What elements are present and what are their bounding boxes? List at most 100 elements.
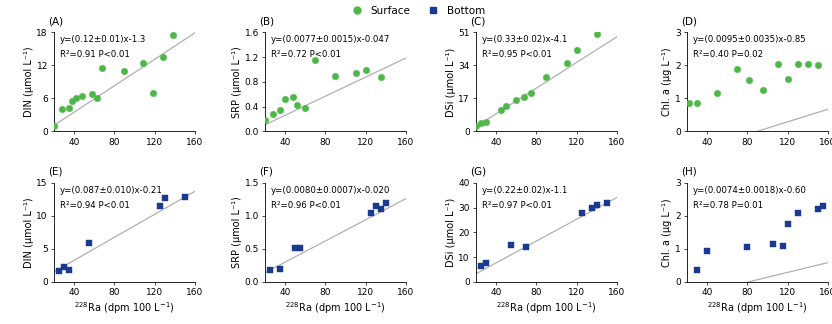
Point bbox=[560, 61, 573, 66]
Text: y=(0.12±0.01)x-1.3: y=(0.12±0.01)x-1.3 bbox=[60, 35, 146, 44]
Point bbox=[701, 248, 714, 253]
Point bbox=[156, 54, 169, 60]
Point bbox=[811, 207, 825, 212]
Point bbox=[56, 107, 69, 112]
Point bbox=[791, 210, 805, 215]
X-axis label: $^{228}$Ra (dpm 100 L$^{-1}$): $^{228}$Ra (dpm 100 L$^{-1}$) bbox=[74, 300, 175, 316]
Point bbox=[264, 267, 277, 272]
Point bbox=[274, 107, 287, 112]
Point bbox=[266, 111, 280, 117]
Text: (C): (C) bbox=[471, 17, 486, 27]
Point bbox=[374, 75, 388, 80]
Point bbox=[755, 87, 769, 93]
Point bbox=[62, 267, 76, 272]
Point bbox=[743, 78, 756, 83]
Point bbox=[86, 91, 99, 97]
Point bbox=[518, 95, 531, 100]
Text: (G): (G) bbox=[471, 167, 487, 177]
Point bbox=[525, 90, 538, 95]
Text: R²=0.97 P<0.01: R²=0.97 P<0.01 bbox=[482, 201, 552, 210]
Point bbox=[91, 96, 104, 101]
Point bbox=[590, 32, 603, 37]
X-axis label: $^{228}$Ra (dpm 100 L$^{-1}$): $^{228}$Ra (dpm 100 L$^{-1}$) bbox=[496, 300, 597, 316]
Point bbox=[136, 60, 149, 65]
Text: R²=0.95 P<0.01: R²=0.95 P<0.01 bbox=[482, 50, 552, 59]
Point bbox=[474, 120, 488, 125]
Point bbox=[776, 243, 790, 248]
Point bbox=[600, 200, 613, 205]
Point bbox=[349, 70, 362, 75]
Text: R²=0.40 P=0.02: R²=0.40 P=0.02 bbox=[693, 50, 763, 59]
X-axis label: $^{228}$Ra (dpm 100 L$^{-1}$): $^{228}$Ra (dpm 100 L$^{-1}$) bbox=[285, 300, 386, 316]
Point bbox=[309, 58, 322, 63]
Point bbox=[766, 241, 780, 247]
Y-axis label: DIN (μmol L⁻¹): DIN (μmol L⁻¹) bbox=[23, 47, 33, 117]
Text: (B): (B) bbox=[260, 17, 275, 27]
Point bbox=[146, 90, 159, 96]
Point bbox=[364, 210, 377, 215]
Point bbox=[691, 101, 704, 106]
Point bbox=[771, 61, 785, 66]
X-axis label: $^{228}$Ra (dpm 100 L$^{-1}$): $^{228}$Ra (dpm 100 L$^{-1}$) bbox=[707, 300, 808, 316]
Point bbox=[286, 95, 300, 100]
Text: y=(0.0080±0.0007)x-0.020: y=(0.0080±0.0007)x-0.020 bbox=[270, 186, 390, 195]
Point bbox=[740, 245, 754, 250]
Point bbox=[166, 32, 180, 38]
Point bbox=[70, 96, 83, 101]
Point bbox=[379, 200, 393, 205]
Point bbox=[479, 119, 493, 124]
Point bbox=[570, 47, 583, 52]
Text: R²=0.78 P=0.01: R²=0.78 P=0.01 bbox=[693, 201, 763, 210]
Y-axis label: DIN (μmol L⁻¹): DIN (μmol L⁻¹) bbox=[23, 197, 33, 268]
Point bbox=[801, 61, 815, 66]
Point bbox=[47, 123, 61, 129]
Text: R²=0.72 P<0.01: R²=0.72 P<0.01 bbox=[270, 50, 341, 59]
Text: y=(0.087±0.010)x-0.21: y=(0.087±0.010)x-0.21 bbox=[60, 186, 162, 195]
Point bbox=[816, 203, 830, 209]
Point bbox=[811, 63, 825, 68]
Point bbox=[369, 203, 382, 209]
Text: (F): (F) bbox=[260, 167, 274, 177]
Point bbox=[153, 203, 166, 209]
Point bbox=[730, 66, 744, 71]
Point bbox=[96, 65, 109, 71]
Point bbox=[575, 210, 588, 215]
Text: (A): (A) bbox=[48, 17, 63, 27]
Text: (D): (D) bbox=[681, 17, 697, 27]
Y-axis label: SRP (μmol L⁻¹): SRP (μmol L⁻¹) bbox=[231, 196, 242, 268]
Point bbox=[52, 268, 66, 273]
Text: R²=0.96 P<0.01: R²=0.96 P<0.01 bbox=[270, 201, 340, 210]
Text: R²=0.91 P<0.01: R²=0.91 P<0.01 bbox=[60, 50, 130, 59]
Point bbox=[691, 268, 704, 273]
Point bbox=[500, 104, 513, 109]
Text: (H): (H) bbox=[681, 167, 697, 177]
Point bbox=[359, 67, 372, 72]
Point bbox=[76, 93, 89, 98]
Text: y=(0.33±0.02)x-4.1: y=(0.33±0.02)x-4.1 bbox=[482, 35, 568, 44]
Point bbox=[374, 207, 388, 212]
Point bbox=[474, 263, 488, 268]
Point bbox=[178, 195, 191, 200]
Point bbox=[82, 240, 96, 246]
Text: (E): (E) bbox=[48, 167, 63, 177]
Point bbox=[510, 98, 523, 103]
Point bbox=[57, 265, 71, 270]
Point bbox=[590, 202, 603, 208]
Point bbox=[520, 245, 533, 250]
Point bbox=[682, 101, 696, 106]
Point bbox=[289, 245, 302, 250]
Point bbox=[494, 108, 508, 113]
Text: y=(0.0074±0.0018)x-0.60: y=(0.0074±0.0018)x-0.60 bbox=[693, 186, 807, 195]
Point bbox=[158, 195, 171, 201]
Text: R²=0.94 P<0.01: R²=0.94 P<0.01 bbox=[60, 201, 130, 210]
Point bbox=[290, 103, 304, 108]
Point bbox=[585, 205, 598, 210]
Point bbox=[329, 73, 342, 78]
Point bbox=[299, 105, 312, 110]
Point bbox=[274, 266, 287, 271]
Point bbox=[711, 91, 724, 96]
Point bbox=[259, 118, 272, 123]
Text: y=(0.0095±0.0035)x-0.85: y=(0.0095±0.0035)x-0.85 bbox=[693, 35, 806, 44]
Point bbox=[781, 222, 795, 227]
Y-axis label: Chl. a (μg L⁻¹): Chl. a (μg L⁻¹) bbox=[662, 198, 672, 267]
